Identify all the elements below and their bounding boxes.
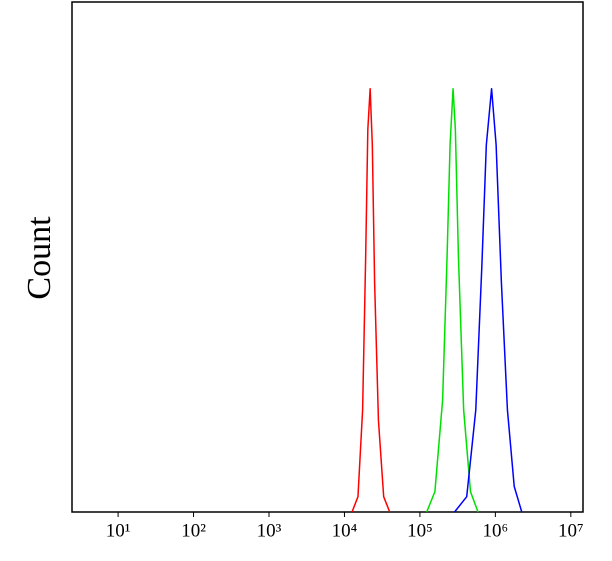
x-tick-label: 10⁴	[332, 520, 358, 541]
plot-frame	[71, 1, 584, 513]
x-tick-label: 10²	[181, 520, 206, 541]
x-tick-label: 10⁷	[558, 520, 584, 541]
histogram-line	[351, 87, 391, 513]
histogram-line	[453, 87, 523, 513]
x-tick-label: 10¹	[106, 520, 131, 541]
x-tick-label: 10⁶	[483, 520, 509, 541]
y-axis-label: Count	[21, 216, 58, 300]
histogram-line	[426, 87, 479, 513]
x-tick-label: 10³	[257, 520, 282, 541]
x-tick-label: 10⁵	[407, 520, 433, 541]
